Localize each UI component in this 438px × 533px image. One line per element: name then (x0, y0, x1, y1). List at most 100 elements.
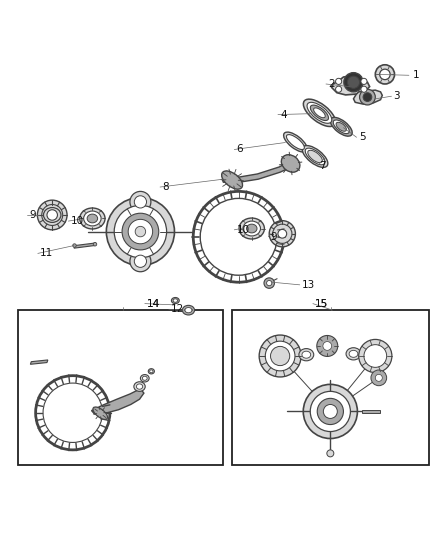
Ellipse shape (302, 351, 311, 358)
Circle shape (323, 405, 337, 418)
Ellipse shape (243, 221, 261, 236)
Circle shape (259, 335, 301, 377)
Text: 12: 12 (171, 304, 184, 314)
Circle shape (380, 69, 390, 79)
Circle shape (375, 65, 395, 84)
Circle shape (371, 370, 387, 386)
Circle shape (361, 78, 367, 84)
Text: 8: 8 (162, 182, 169, 192)
Circle shape (310, 391, 350, 432)
Ellipse shape (141, 375, 149, 382)
Circle shape (363, 93, 372, 101)
Text: 13: 13 (302, 280, 315, 290)
Polygon shape (92, 389, 144, 414)
Circle shape (37, 200, 67, 230)
Circle shape (135, 227, 146, 237)
Circle shape (364, 345, 387, 367)
Circle shape (265, 341, 295, 371)
Polygon shape (353, 90, 382, 104)
Circle shape (375, 374, 382, 381)
Circle shape (336, 86, 342, 92)
Circle shape (359, 340, 392, 373)
Text: 5: 5 (359, 132, 365, 142)
Ellipse shape (308, 150, 322, 163)
Text: 3: 3 (394, 91, 400, 101)
Text: 15: 15 (315, 298, 328, 309)
Text: 9: 9 (271, 232, 277, 242)
Circle shape (323, 342, 332, 350)
Circle shape (267, 280, 272, 286)
Circle shape (134, 196, 147, 208)
Text: 10: 10 (71, 216, 84, 226)
Circle shape (130, 191, 151, 212)
Circle shape (114, 205, 166, 258)
Circle shape (336, 78, 342, 84)
Circle shape (327, 450, 334, 457)
Ellipse shape (311, 105, 328, 120)
Circle shape (271, 346, 290, 366)
Ellipse shape (333, 120, 349, 134)
Ellipse shape (239, 218, 265, 239)
Ellipse shape (302, 146, 328, 167)
Text: 1: 1 (413, 70, 420, 80)
Circle shape (42, 205, 63, 225)
Polygon shape (74, 243, 96, 248)
Ellipse shape (80, 208, 105, 229)
Circle shape (122, 213, 159, 250)
Ellipse shape (247, 224, 257, 233)
Text: 4: 4 (280, 110, 287, 119)
Ellipse shape (305, 148, 325, 165)
Ellipse shape (286, 135, 304, 150)
Circle shape (347, 76, 360, 88)
Circle shape (317, 335, 338, 357)
Circle shape (128, 220, 152, 244)
Ellipse shape (299, 349, 314, 361)
Ellipse shape (142, 376, 147, 381)
Ellipse shape (173, 299, 177, 302)
Text: 15: 15 (315, 298, 328, 309)
Polygon shape (332, 76, 370, 95)
Ellipse shape (148, 369, 154, 374)
Circle shape (264, 278, 275, 288)
Text: 7: 7 (319, 161, 326, 171)
Bar (134, 202, 147, 261)
Ellipse shape (182, 305, 194, 315)
Bar (18, 310, 223, 465)
Circle shape (55, 395, 90, 430)
Text: 14: 14 (147, 298, 160, 309)
Ellipse shape (284, 132, 307, 152)
Polygon shape (222, 160, 297, 183)
Circle shape (344, 72, 363, 92)
Circle shape (303, 384, 357, 439)
Ellipse shape (150, 370, 153, 373)
Circle shape (134, 255, 147, 268)
Ellipse shape (281, 155, 300, 172)
Ellipse shape (185, 308, 192, 313)
Ellipse shape (330, 117, 352, 136)
Ellipse shape (349, 350, 358, 357)
Text: 6: 6 (237, 144, 243, 155)
Ellipse shape (171, 297, 179, 304)
Bar (362, 410, 380, 413)
Circle shape (360, 89, 375, 105)
Ellipse shape (134, 382, 145, 391)
Ellipse shape (136, 384, 143, 389)
Ellipse shape (307, 102, 332, 123)
Circle shape (47, 210, 57, 220)
Circle shape (130, 251, 151, 272)
Ellipse shape (222, 171, 243, 189)
Ellipse shape (314, 108, 325, 118)
Ellipse shape (304, 99, 336, 126)
Text: 10: 10 (237, 225, 250, 235)
Ellipse shape (87, 214, 98, 223)
Circle shape (269, 221, 295, 247)
Circle shape (212, 211, 265, 263)
Text: 2: 2 (328, 79, 335, 89)
Ellipse shape (336, 122, 346, 131)
Bar (232, 310, 428, 465)
Circle shape (73, 244, 76, 247)
Circle shape (317, 398, 343, 425)
Ellipse shape (84, 211, 101, 226)
Circle shape (93, 243, 97, 246)
Polygon shape (30, 360, 48, 364)
